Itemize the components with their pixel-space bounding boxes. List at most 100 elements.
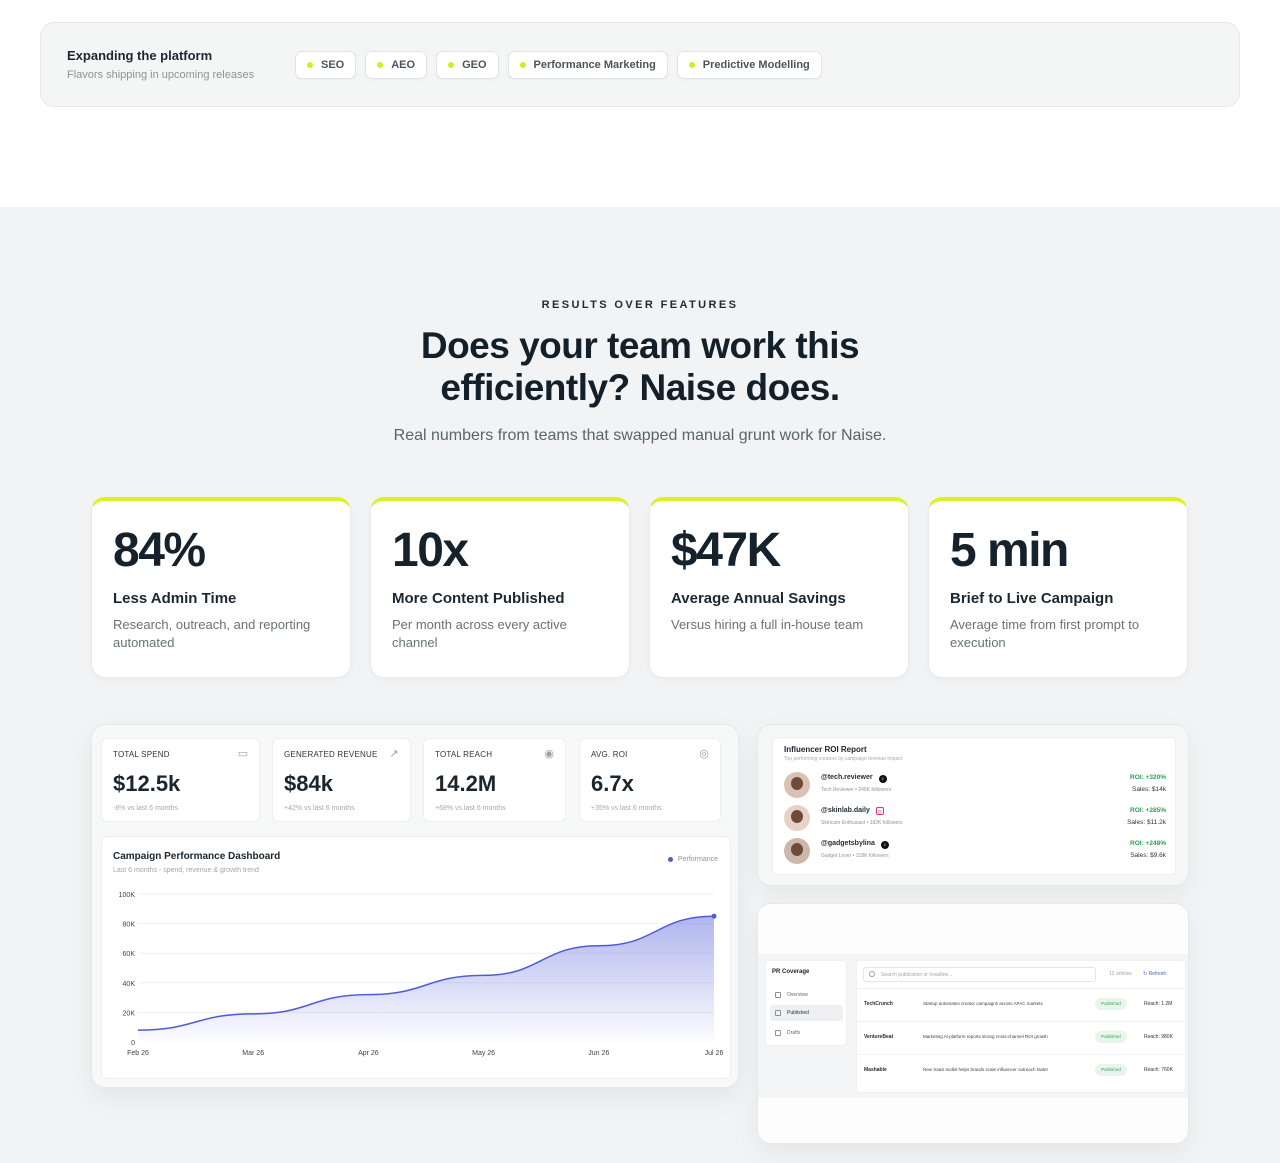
chip-list: SEO AEO GEO Performance Marketing Predic…: [295, 50, 822, 79]
results-subhead: Real numbers from teams that swapped man…: [393, 427, 887, 444]
stat-card: 5 min Brief to Live Campaign Average tim…: [928, 497, 1188, 678]
chip-label: Predictive Modelling: [702, 58, 810, 71]
y-tick-label: 80K: [123, 922, 136, 929]
series-area: [138, 916, 714, 1042]
chart-legend: Performance: [667, 856, 718, 863]
avatar: [784, 805, 810, 831]
pr-nav-drafts[interactable]: Drafts: [770, 1025, 843, 1041]
dot-icon: [519, 61, 526, 68]
series-line: [137, 915, 715, 1031]
kpi-value: $84k: [284, 771, 333, 796]
chip-seo[interactable]: SEO: [295, 50, 357, 79]
kpi-delta: +68% vs last 6 months: [435, 805, 506, 812]
chart-title: Campaign Performance Dashboard: [113, 851, 281, 862]
pr-headline: New SaaS toolkit helps brands scale infl…: [923, 1067, 1049, 1072]
headline-line-1: Does your team work this: [420, 325, 860, 366]
pr-title: PR Coverage: [772, 969, 810, 975]
results-section: RESULTS OVER FEATURES Does your team wor…: [0, 207, 1280, 1163]
influencer-meta: Tech Reviewer • 245K followers: [821, 787, 892, 793]
pr-nav-label: Overview: [787, 992, 808, 998]
influencer-roi: ROI: +320%: [1130, 774, 1166, 781]
influencer-subtitle: Top performing creators by campaign reve…: [784, 756, 903, 762]
pr-search-placeholder: Search publication or headline...: [881, 972, 953, 978]
pr-row[interactable]: VentureBeat Marketing AI platform report…: [857, 1021, 1185, 1054]
kpi-label: TOTAL SPEND: [113, 750, 170, 759]
refresh-icon: ↻: [1143, 971, 1149, 977]
stat-value: 10x: [392, 524, 469, 577]
pr-reach: Reach: 980K: [1144, 1034, 1173, 1040]
pr-row[interactable]: Mashable New SaaS toolkit helps brands s…: [857, 1054, 1185, 1087]
platform-text: Expanding the platform Flavors shipping …: [67, 48, 295, 81]
influencer-meta: Skincare Enthusiast • 182K followers: [821, 820, 903, 826]
chip-predictive-modelling[interactable]: Predictive Modelling: [676, 50, 822, 79]
status-badge: Published: [1095, 1031, 1127, 1043]
kpi-avg-roi: AVG. ROI ◎ 6.7x +35% vs last 6 months: [579, 738, 721, 822]
pr-refresh-button[interactable]: ↻ Refresh: [1143, 971, 1166, 977]
chip-performance-marketing[interactable]: Performance Marketing: [507, 50, 668, 79]
pr-nav-published[interactable]: Published: [770, 1005, 843, 1021]
kpi-label: AVG. ROI: [591, 750, 628, 759]
chart-subtitle: Last 6 months - spend, revenue & growth …: [113, 867, 259, 874]
chip-label: SEO: [321, 58, 345, 71]
draft-icon: [775, 1030, 781, 1036]
chip-geo[interactable]: GEO: [436, 50, 499, 79]
tiktok-icon: ♪: [880, 841, 889, 849]
avatar: [784, 838, 810, 864]
performance-chart: 0 20K 40K 60K 80K 100K Feb 26 Mar 26 Apr 26 May 2…: [119, 892, 724, 1057]
pr-reach: Reach: 1.2M: [1144, 1001, 1173, 1007]
target-icon: ◎: [699, 748, 709, 760]
influencer-row[interactable]: @tech.reviewer ♪ Tech Reviewer • 245K fol…: [784, 772, 1166, 802]
pr-nav-overview[interactable]: Overview: [770, 987, 843, 1003]
x-tick-label: Feb 26: [127, 1050, 149, 1057]
grid-icon: [775, 992, 781, 998]
stat-card: 10x More Content Published Per month acr…: [370, 497, 630, 678]
stat-label: Less Admin Time: [113, 590, 237, 607]
pr-outlet: TechCrunch: [864, 1001, 893, 1007]
kpi-value: 6.7x: [591, 771, 634, 796]
chip-label: Performance Marketing: [533, 58, 656, 71]
legend-label: Performance: [677, 856, 718, 863]
dot-icon: [377, 61, 384, 68]
influencer-card: Influencer ROI Report Top performing cre…: [757, 724, 1189, 886]
influencer-roi: ROI: +285%: [1130, 807, 1166, 814]
influencer-panel: Influencer ROI Report Top performing cre…: [772, 737, 1176, 875]
pr-row[interactable]: TechCrunch Startup automates creator cam…: [857, 988, 1185, 1021]
influencer-row[interactable]: @skinlab.daily ◎ Skincare Enthusiast • 18…: [784, 805, 1166, 835]
kpi-delta: -8% vs last 6 months: [113, 805, 178, 812]
dashboard-card: TOTAL SPEND ▭ $12.5k -8% vs last 6 month…: [91, 724, 739, 1088]
y-tick-label: 40K: [123, 981, 136, 988]
wallet-icon: ▭: [237, 748, 249, 760]
pr-nav-label: Drafts: [787, 1030, 801, 1036]
search-icon: [869, 971, 875, 977]
influencer-row[interactable]: @gadgetsbylina ♪ Gadget Lover • 318K foll…: [784, 838, 1166, 868]
tiktok-icon: ♪: [878, 775, 887, 783]
stat-value: $47K: [671, 524, 781, 577]
y-tick-label: 100K: [119, 892, 136, 899]
platform-subtitle: Flavors shipping in upcoming releases: [67, 69, 255, 81]
dot-icon: [448, 61, 455, 68]
stat-label: Average Annual Savings: [671, 590, 846, 607]
stat-desc: Average time from first prompt to execut…: [950, 617, 1140, 650]
stat-desc: Versus hiring a full in-house team: [671, 617, 864, 632]
kpi-delta: +42% vs last 6 months: [284, 805, 355, 812]
y-tick-label: 60K: [123, 951, 136, 958]
influencer-roi: ROI: +248%: [1130, 840, 1166, 847]
pr-outlet: VentureBeat: [864, 1034, 894, 1040]
kpi-total-spend: TOTAL SPEND ▭ $12.5k -8% vs last 6 month…: [101, 738, 260, 822]
influencer-handle: @gadgetsbylina ♪: [821, 840, 889, 849]
kpi-value: $12.5k: [113, 771, 181, 796]
pr-search-input[interactable]: Search publication or headline...: [863, 967, 1096, 982]
chip-aeo[interactable]: AEO: [365, 50, 428, 79]
stat-desc: Research, outreach, and reporting automa…: [113, 617, 311, 650]
handle-text: @gadgetsbylina: [821, 840, 875, 847]
influencer-sales: Sales: $11.2k: [1127, 819, 1166, 826]
kpi-delta: +35% vs last 6 months: [591, 805, 662, 812]
results-headline: Does your team work this efficiently? Na…: [0, 325, 1280, 409]
pr-article-count: 12 articles: [1109, 971, 1132, 977]
x-tick-label: Jul 26: [705, 1050, 724, 1057]
handle-text: @tech.reviewer: [821, 774, 873, 781]
status-badge: Published: [1095, 1064, 1127, 1076]
pr-outlet: Mashable: [864, 1067, 887, 1073]
platform-title: Expanding the platform: [67, 48, 213, 63]
influencer-handle: @tech.reviewer ♪: [821, 774, 887, 783]
